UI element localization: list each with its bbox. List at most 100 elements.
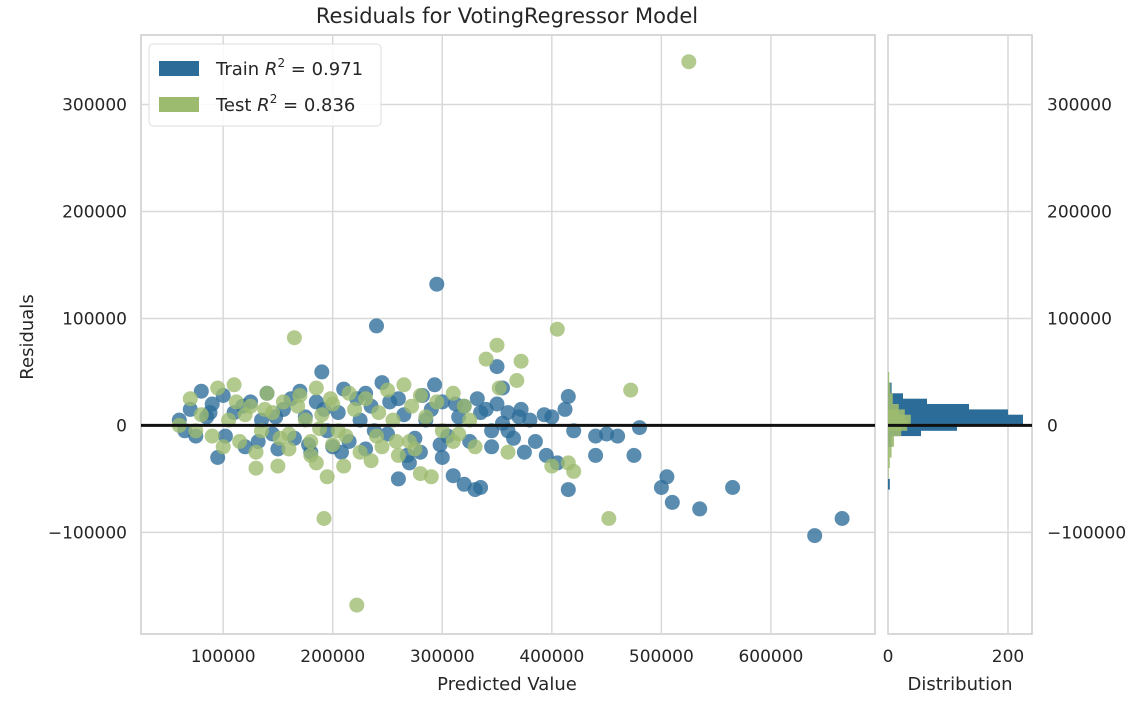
point-test <box>312 421 328 437</box>
point-test <box>513 353 529 369</box>
point-test <box>182 391 198 407</box>
distribution-y-tick-label: 0 <box>1047 416 1058 436</box>
main-plot-panel: 100000 200000 300000 400000 500000 600000 −10… <box>48 34 876 667</box>
point-test <box>221 412 237 428</box>
point-test <box>341 385 357 401</box>
distribution-x-tick-label: 0 <box>883 647 894 667</box>
point-test <box>226 377 242 393</box>
point-test <box>188 423 204 439</box>
point-test <box>248 444 264 460</box>
distribution-y-tick-label: 100000 <box>1047 309 1112 329</box>
y-tick-label: 100000 <box>62 309 127 329</box>
point-test <box>303 434 319 449</box>
histogram-bar-test <box>888 446 892 458</box>
point-test <box>352 444 368 460</box>
point-test <box>272 430 288 446</box>
distribution-x-tick-label: 200 <box>992 647 1024 667</box>
point-train <box>390 471 406 487</box>
legend-swatch-test <box>159 97 199 112</box>
point-test <box>336 458 352 474</box>
histogram-bar-test <box>888 404 899 415</box>
y-tick-label: 300000 <box>62 96 127 116</box>
point-train <box>560 482 576 498</box>
point-train <box>725 480 741 495</box>
point-test <box>418 409 434 425</box>
distribution-histogram <box>888 371 1032 490</box>
point-train <box>432 437 448 453</box>
point-test <box>396 377 412 393</box>
point-test <box>281 441 297 457</box>
point-test <box>601 511 617 526</box>
point-test <box>338 428 354 444</box>
point-test <box>303 447 319 463</box>
point-test <box>380 382 395 398</box>
point-test <box>478 351 494 367</box>
point-test <box>544 458 560 474</box>
point-test <box>237 407 253 423</box>
point-test <box>363 453 379 469</box>
point-test <box>254 423 269 439</box>
point-train <box>610 428 626 444</box>
point-test <box>297 412 313 428</box>
point-train <box>692 501 708 517</box>
point-test <box>374 439 390 455</box>
x-tick-label: 600000 <box>738 647 803 667</box>
point-train <box>506 430 521 446</box>
point-test <box>347 401 363 417</box>
point-test <box>193 407 209 423</box>
point-test <box>275 394 291 410</box>
point-test <box>500 444 516 460</box>
point-test <box>549 321 565 337</box>
histogram-bar-train <box>888 393 903 404</box>
point-train <box>834 511 850 526</box>
point-test <box>566 463 582 479</box>
point-train <box>429 276 445 292</box>
point-train <box>566 423 582 439</box>
point-test <box>259 385 275 401</box>
point-test <box>404 398 420 414</box>
point-train <box>527 434 543 449</box>
distribution-axis-label: Distribution <box>907 674 1012 695</box>
point-train <box>632 420 647 436</box>
point-train <box>467 482 483 498</box>
point-train <box>382 394 398 410</box>
point-train <box>807 528 823 544</box>
point-train <box>513 401 529 417</box>
histogram-bar-train <box>888 409 1008 421</box>
histogram-bar-train <box>888 398 927 410</box>
point-test <box>290 398 306 414</box>
x-tick-label: 500000 <box>629 647 694 667</box>
legend-box <box>148 43 382 127</box>
histogram-bar-train <box>888 478 890 490</box>
y-tick-label: 200000 <box>62 202 127 222</box>
point-train <box>473 405 489 421</box>
histogram-bar-train <box>888 404 969 415</box>
point-train <box>434 450 450 465</box>
point-test <box>248 460 264 476</box>
scatter-points <box>171 54 850 613</box>
point-train <box>314 364 330 380</box>
point-train <box>369 318 384 334</box>
chart-title: Residuals for VotingRegressor Model <box>316 4 698 28</box>
point-test <box>319 469 335 485</box>
main-plot-frame <box>140 34 876 635</box>
point-train <box>193 383 209 399</box>
histogram-bar-test <box>888 409 905 421</box>
point-train <box>522 412 538 428</box>
x-axis-label: Predicted Value <box>437 674 577 695</box>
point-test <box>232 434 248 449</box>
distribution-frame <box>887 34 1033 635</box>
point-test <box>509 373 525 388</box>
point-test <box>412 388 428 403</box>
point-test <box>314 407 330 423</box>
point-test <box>385 412 401 428</box>
point-train <box>495 415 510 431</box>
point-test <box>215 439 231 455</box>
point-test <box>462 412 478 428</box>
x-tick-label: 100000 <box>191 647 256 667</box>
x-tick-label: 300000 <box>410 647 475 667</box>
point-test <box>358 391 374 407</box>
point-train <box>445 468 461 484</box>
histogram-bar-test <box>888 393 893 404</box>
